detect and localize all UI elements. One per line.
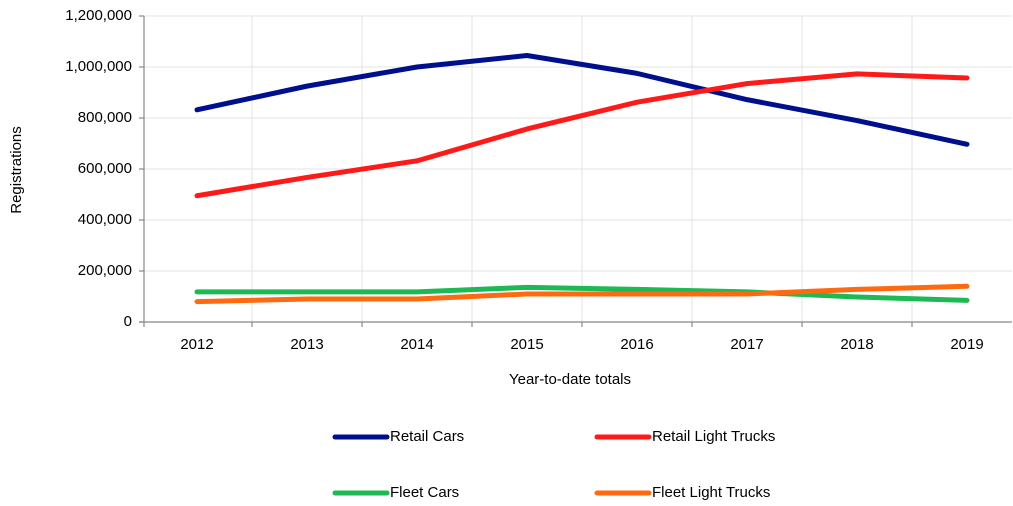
series-line — [194, 53, 970, 147]
y-axis-label: Registrations — [8, 126, 25, 214]
y-tick-label: 1,000,000 — [65, 58, 132, 75]
y-tick-label: 200,000 — [78, 262, 132, 279]
x-tick-label: 2019 — [950, 336, 983, 353]
x-tick-label: 2017 — [730, 336, 763, 353]
x-tick-label: 2016 — [620, 336, 653, 353]
y-tick-label: 1,200,000 — [65, 7, 132, 24]
x-axis-label: Year-to-date totals — [509, 371, 631, 388]
x-tick-label: 2012 — [180, 336, 213, 353]
y-tick-label: 0 — [124, 313, 132, 330]
legend-label: Fleet Light Trucks — [652, 484, 770, 501]
y-tick-label: 800,000 — [78, 109, 132, 126]
legend-label: Retail Light Trucks — [652, 428, 775, 445]
y-tick-label: 400,000 — [78, 211, 132, 228]
series-line — [194, 284, 970, 303]
series-line — [194, 283, 970, 305]
series-line — [194, 71, 970, 199]
x-tick-label: 2014 — [400, 336, 433, 353]
x-tick-label: 2013 — [290, 336, 323, 353]
x-tick-label: 2018 — [840, 336, 873, 353]
legend-label: Fleet Cars — [390, 484, 459, 501]
y-tick-label: 600,000 — [78, 160, 132, 177]
legend-label: Retail Cars — [390, 428, 464, 445]
x-tick-label: 2015 — [510, 336, 543, 353]
